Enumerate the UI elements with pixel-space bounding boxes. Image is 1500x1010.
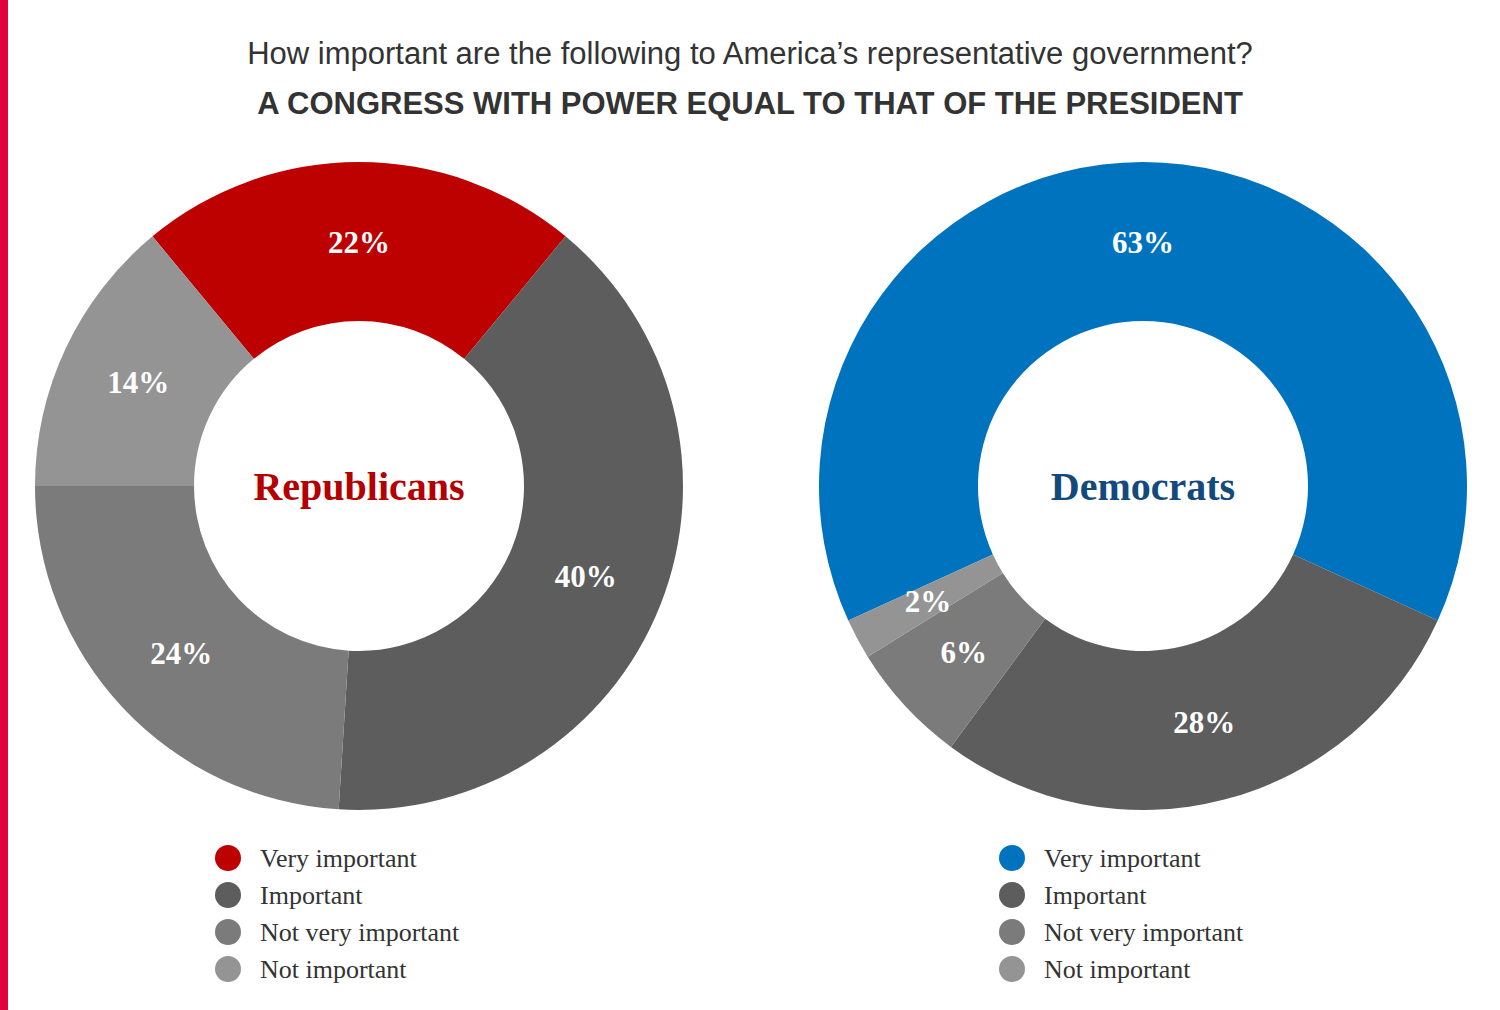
legend-swatch (215, 956, 241, 982)
slice (951, 555, 1438, 810)
legend-swatch (999, 956, 1025, 982)
legend: Very important Important Not very importan… (999, 844, 1244, 984)
data-label: 14% (107, 365, 169, 400)
chart-canvas: How important are the following to Ameri… (0, 0, 1500, 1010)
legend-label: Very important (1044, 844, 1201, 873)
slice (819, 162, 1467, 621)
legend-swatch (215, 919, 241, 945)
legend: Very important Important Not very importan… (215, 844, 460, 984)
data-label: 22% (328, 225, 390, 260)
donut-chart: 22% 40% 24% 14% Republicans Very important Imp… (35, 162, 683, 984)
data-label: 63% (1112, 225, 1174, 260)
data-label: 24% (150, 636, 212, 671)
edge-bar (0, 0, 8, 1010)
legend-swatch (999, 882, 1025, 908)
legend-label: Not very important (1044, 918, 1244, 947)
donut-chart: 63% 28% 6% 2% Democrats Very important Importa… (819, 162, 1467, 984)
question: How important are the following to Ameri… (247, 36, 1253, 71)
slice (35, 486, 349, 809)
chart-title: Democrats (1051, 464, 1235, 509)
legend-label: Very important (260, 844, 417, 873)
legend-swatch (215, 882, 241, 908)
legend-label: Important (1044, 881, 1147, 910)
data-label: 2% (905, 584, 952, 619)
legend-label: Not important (260, 955, 407, 984)
data-label: 28% (1173, 705, 1235, 740)
chart-title: Republicans (253, 464, 464, 509)
legend-swatch (215, 845, 241, 871)
slice (35, 236, 254, 486)
data-labels: 22% 40% 24% 14% (107, 225, 617, 671)
slice (339, 236, 683, 810)
data-label: 6% (941, 635, 988, 670)
legend-label: Not important (1044, 955, 1191, 984)
legend-swatch (999, 845, 1025, 871)
legend-swatch (999, 919, 1025, 945)
data-label: 40% (555, 559, 617, 594)
data-labels: 63% 28% 6% 2% (905, 225, 1236, 740)
legend-label: Important (260, 881, 363, 910)
slices (35, 162, 683, 810)
legend-label: Not very important (260, 918, 460, 947)
slices (819, 162, 1467, 810)
title: A CONGRESS WITH POWER EQUAL TO THAT OF T… (257, 86, 1243, 121)
